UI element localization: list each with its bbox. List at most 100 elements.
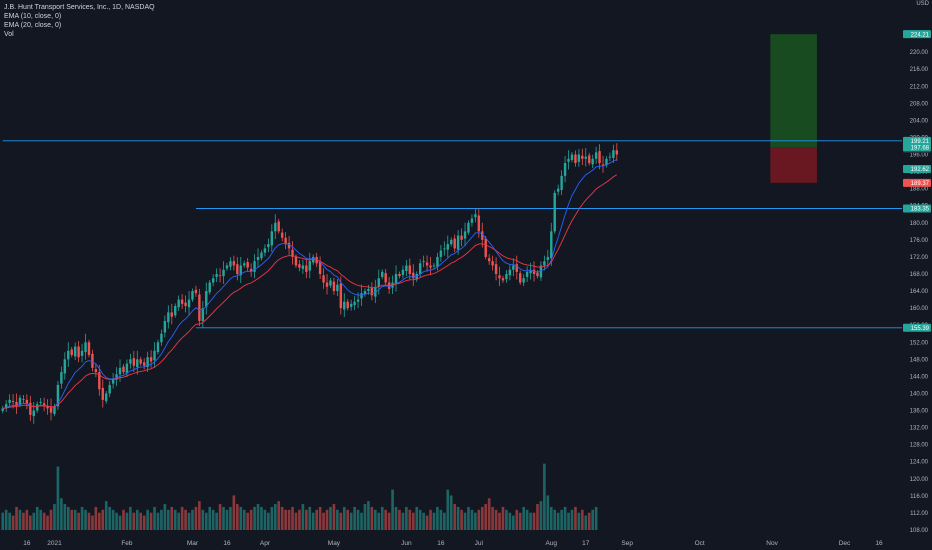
price-label-text: 192.62 [911, 167, 930, 173]
volume-bar [11, 515, 15, 530]
volume-bar [560, 509, 563, 530]
volume-bar [242, 509, 246, 530]
candle-body [456, 235, 460, 250]
candle-body [412, 272, 415, 279]
volume-bar [8, 512, 11, 530]
volume-bar [60, 498, 63, 530]
volume-bar [1, 512, 5, 530]
candle-body [443, 248, 446, 250]
volume-bar [132, 512, 136, 530]
candle-body [8, 399, 11, 403]
price-tick-label: 160.00 [910, 306, 929, 312]
volume-bar [194, 506, 198, 530]
volume-bar [56, 466, 60, 530]
candle-body [377, 278, 380, 287]
candle-body [191, 291, 194, 300]
volume-bar [77, 512, 80, 530]
candle-body [77, 346, 80, 358]
candle-body [246, 262, 249, 268]
volume-bar [298, 509, 301, 530]
price-tick-label: 120.00 [910, 477, 929, 483]
volume-bar [594, 506, 598, 530]
volume-bar [87, 512, 91, 530]
candle-body [346, 301, 349, 309]
candle-body [353, 301, 356, 306]
candle-body [532, 269, 536, 274]
currency-label[interactable]: USD [916, 1, 929, 7]
candle-body [208, 282, 211, 293]
volume-bar [453, 504, 456, 530]
legend-volume[interactable]: Vol [4, 31, 14, 38]
volume-bar [222, 506, 225, 530]
candle-body [84, 342, 87, 353]
volume-bar [480, 506, 484, 530]
volume-bar [360, 512, 363, 530]
candle-body [598, 151, 601, 164]
legend-ema20[interactable]: EMA (20, close, 0) [4, 22, 62, 29]
volume-bar [73, 509, 77, 530]
candle-body [550, 231, 553, 259]
candle-body [563, 163, 567, 176]
volume-bar [563, 506, 567, 530]
volume-bar [229, 506, 232, 530]
volume-bar [153, 506, 156, 530]
volume-bar [367, 501, 370, 530]
target-zone [770, 34, 817, 148]
candle-body [91, 353, 94, 368]
candle-body [146, 357, 149, 368]
candle-body [481, 231, 484, 240]
price-tick-label: 180.00 [910, 221, 929, 227]
volume-bar [484, 504, 488, 530]
volume-bar [522, 506, 525, 530]
candle-body [94, 369, 98, 373]
volume-bar [32, 512, 36, 530]
candle-body [539, 265, 543, 278]
candle-body [325, 282, 329, 287]
candle-body [115, 374, 118, 380]
volume-bar [39, 509, 42, 530]
volume-bar [163, 504, 167, 530]
volume-bar [429, 509, 432, 530]
candle-body [280, 232, 284, 238]
volume-bar [498, 512, 501, 530]
volume-bar [84, 509, 87, 530]
volume-bar [422, 512, 425, 530]
candle-body [574, 154, 577, 164]
volume-bar [42, 512, 46, 530]
candle-body [294, 256, 298, 266]
volume-bar [149, 512, 153, 530]
candle-body [508, 269, 512, 276]
candle-body [298, 264, 301, 268]
candle-body [305, 265, 308, 272]
volume-bar [346, 509, 350, 530]
volume-bar [325, 509, 329, 530]
candle-body [525, 271, 529, 277]
time-tick-label: 17 [582, 540, 590, 547]
time-tick-label: 16 [223, 540, 231, 547]
candle-body [129, 359, 132, 364]
volume-bar [418, 509, 422, 530]
candle-body [194, 289, 198, 294]
time-tick-label: May [328, 540, 341, 547]
price-tick-label: 148.00 [910, 357, 929, 363]
legend-ema10[interactable]: EMA (10, close, 0) [4, 13, 62, 20]
volume-bar [394, 506, 398, 530]
candle-body [15, 402, 18, 407]
volume-bar [4, 509, 8, 530]
candle-body [360, 293, 363, 299]
time-tick-label: 16 [23, 540, 31, 547]
volume-bar [581, 509, 584, 530]
time-tick-label: Aug [545, 540, 557, 547]
candle-body [187, 299, 191, 308]
candle-body [29, 402, 32, 415]
volume-bar [180, 506, 184, 530]
candle-body [336, 284, 339, 292]
volume-bar [160, 509, 163, 530]
price-tick-label: 136.00 [910, 409, 929, 415]
volume-bar [267, 512, 270, 530]
volume-bar [549, 506, 553, 530]
price-label-tag [903, 143, 931, 152]
candle-body [581, 155, 584, 159]
candle-body [301, 265, 305, 269]
